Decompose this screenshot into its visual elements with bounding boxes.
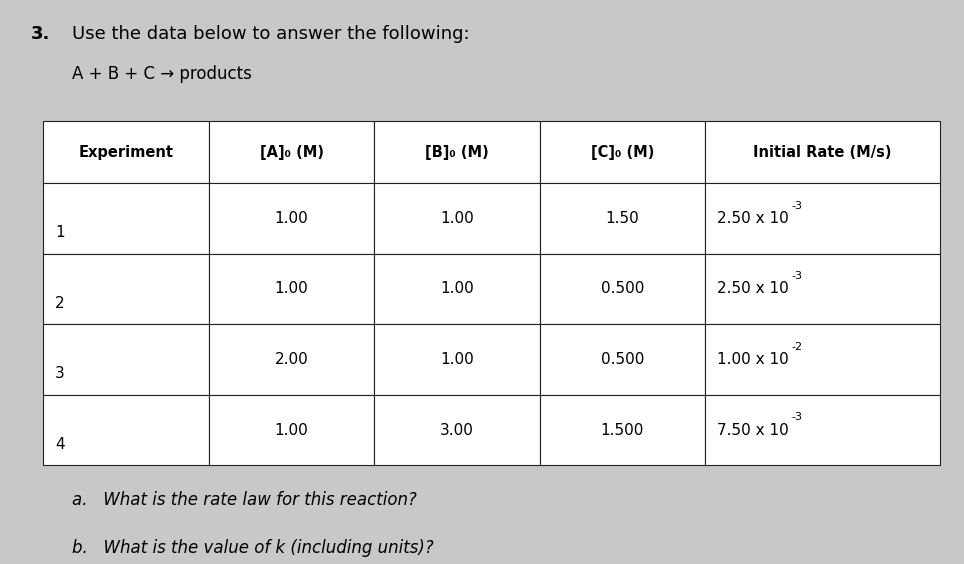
Bar [43, 395, 209, 465]
Bar [540, 254, 705, 324]
Text: Use the data below to answer the following:: Use the data below to answer the followi… [72, 25, 469, 43]
Text: -3: -3 [791, 412, 802, 422]
Bar [540, 183, 705, 254]
Text: 1.00: 1.00 [441, 352, 474, 367]
Bar [43, 324, 209, 395]
Text: 2.00: 2.00 [275, 352, 308, 367]
Bar [374, 183, 540, 254]
Text: 1.500: 1.500 [601, 422, 644, 438]
Text: -3: -3 [791, 271, 802, 281]
Text: 7.50 x 10: 7.50 x 10 [716, 422, 789, 438]
Text: 1.50: 1.50 [605, 211, 639, 226]
Bar [705, 324, 940, 395]
Bar [374, 254, 540, 324]
Bar [540, 121, 705, 183]
Bar [540, 324, 705, 395]
Text: 2.50 x 10: 2.50 x 10 [716, 281, 789, 297]
Text: 1: 1 [55, 225, 65, 240]
Bar [43, 121, 209, 183]
Text: a.   What is the rate law for this reaction?: a. What is the rate law for this reactio… [72, 491, 417, 509]
Bar [540, 395, 705, 465]
Bar [374, 121, 540, 183]
Text: 1.00: 1.00 [275, 422, 308, 438]
Text: [B]₀ (M): [B]₀ (M) [425, 145, 489, 160]
Text: 0.500: 0.500 [601, 352, 644, 367]
Bar [705, 395, 940, 465]
Text: 2.50 x 10: 2.50 x 10 [716, 211, 789, 226]
Bar [374, 324, 540, 395]
Bar [705, 254, 940, 324]
Text: 4: 4 [55, 437, 65, 452]
Text: 3.00: 3.00 [440, 422, 474, 438]
Text: 1.00 x 10: 1.00 x 10 [716, 352, 789, 367]
Bar [209, 395, 374, 465]
Bar [705, 183, 940, 254]
Bar [209, 324, 374, 395]
Text: 0.500: 0.500 [601, 281, 644, 297]
Text: 1.00: 1.00 [441, 211, 474, 226]
Text: [A]₀ (M): [A]₀ (M) [259, 145, 324, 160]
Bar [209, 121, 374, 183]
Text: 3: 3 [55, 366, 65, 381]
Text: 1.00: 1.00 [275, 281, 308, 297]
Text: 2: 2 [55, 296, 65, 311]
Text: 3.: 3. [31, 25, 50, 43]
Text: b.   What is the value of k (including units)?: b. What is the value of k (including uni… [72, 539, 434, 557]
Text: -3: -3 [791, 201, 802, 211]
Text: 1.00: 1.00 [275, 211, 308, 226]
Text: Initial Rate (M/s): Initial Rate (M/s) [753, 145, 892, 160]
Bar [43, 254, 209, 324]
Text: -2: -2 [791, 342, 802, 352]
Text: [C]₀ (M): [C]₀ (M) [591, 145, 654, 160]
Text: Experiment: Experiment [79, 145, 174, 160]
Text: 1.00: 1.00 [441, 281, 474, 297]
Bar [43, 183, 209, 254]
Bar [209, 254, 374, 324]
Text: A + B + C → products: A + B + C → products [72, 65, 253, 83]
Bar [374, 395, 540, 465]
Bar [705, 121, 940, 183]
Bar [209, 183, 374, 254]
